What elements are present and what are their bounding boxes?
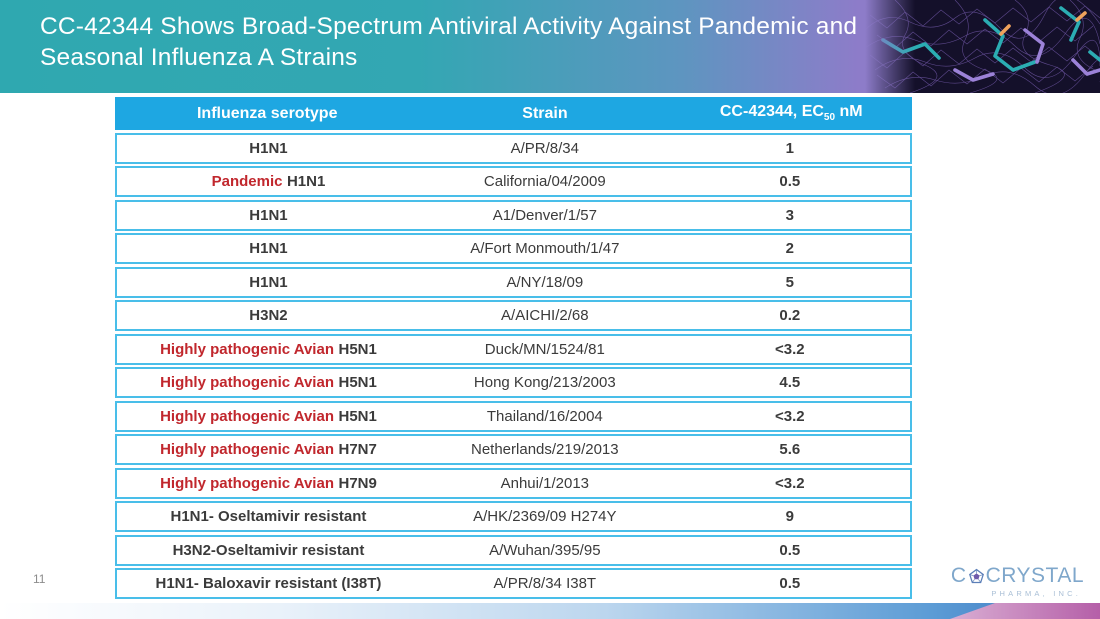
serotype-text: H7N7 [338,441,377,458]
table-row: Pandemic H1N1 California/04/2009 0.5 [115,166,912,197]
table-row: H3N2 A/AICHI/2/68 0.2 [115,300,912,331]
table-row: H1N1 A/Fort Monmouth/1/47 2 [115,233,912,264]
serotype-cell: H1N1 [117,207,420,224]
serotype-highlight: Highly pathogenic Avian [160,441,334,458]
table-row: H1N1 A/PR/8/34 1 [115,132,912,164]
serotype-cell: Highly pathogenic Avian H7N7 [117,441,420,458]
serotype-text: H1N1- Oseltamivir resistant [170,508,367,525]
cocrystal-wordmark: C CRYSTAL [924,564,1084,588]
ec50-cell: 2 [785,240,794,257]
strain-cell: A/HK/2369/09 H274Y [473,508,617,525]
strain-cell: A/PR/8/34 I38T [493,575,597,592]
strain-cell: Thailand/16/2004 [486,407,603,425]
serotype-cell: Highly pathogenic Avian H5N1 [117,374,420,391]
serotype-cell: H1N1- Baloxavir resistant (I38T) [117,575,420,592]
ec50-cell: 0.2 [779,307,801,324]
strain-cell: A1/Denver/1/57 [492,206,597,224]
ec50-cell: <3.2 [775,340,805,358]
serotype-highlight: Highly pathogenic Avian [160,474,334,492]
serotype-text: H5N1 [338,374,377,391]
molecular-structure-image [865,0,1100,93]
strain-cell: Netherlands/219/2013 [471,441,619,458]
serotype-text: H1N1 [249,206,288,224]
serotype-cell: Highly pathogenic Avian H7N9 [117,475,420,492]
logo-subtitle: PHARMA, INC. [991,589,1081,598]
ec50-cell: 0.5 [779,173,801,190]
serotype-cell: Highly pathogenic Avian H5N1 [117,408,420,425]
cocrystal-logo: C CRYSTAL PHARMA, INC. [924,564,1084,598]
strain-cell: California/04/2009 [483,173,606,190]
slide-title-line2: Seasonal Influenza A Strains [40,44,358,71]
ec50-cell: 5.6 [779,441,801,458]
serotype-text: H1N1 [249,139,288,157]
footer-gradient-bar [0,603,1100,619]
serotype-highlight: Highly pathogenic Avian [160,407,334,425]
table-row: Highly pathogenic Avian H7N9 Anhui/1/2013… [115,467,912,499]
ec50-cell: 1 [785,139,794,157]
logo-letters-crystal: CRYSTAL [985,564,1084,587]
ec50-cell: 3 [785,206,794,224]
serotype-text: H1N1 [286,173,326,190]
serotype-text: H3N2-Oseltamivir resistant [172,541,365,559]
strain-cell: Duck/MN/1524/81 [484,340,605,358]
serotype-cell: H1N1 [117,274,420,291]
col-header-ec50: CC-42344, EC50 nM [719,103,863,124]
serotype-highlight: Pandemic [211,173,283,190]
ec50-cell: 4.5 [779,374,801,391]
footer-pink-wedge [950,603,1100,619]
serotype-text: H1N1 [249,240,288,257]
table-row: H1N1- Baloxavir resistant (I38T) A/PR/8/… [115,568,912,599]
strain-cell: A/PR/8/34 [510,139,579,157]
table-row: H1N1 A1/Denver/1/57 3 [115,199,912,231]
serotype-text: H5N1 [338,340,377,358]
serotype-cell: H3N2-Oseltamivir resistant [117,542,420,559]
ec50-cell: 0.5 [779,575,801,592]
table-row: Highly pathogenic Avian H5N1 Hong Kong/21… [115,367,912,398]
table-row: H3N2-Oseltamivir resistant A/Wuhan/395/9… [115,534,912,566]
serotype-cell: H1N1 [117,140,420,157]
ec50-cell: <3.2 [775,407,805,425]
serotype-cell: Pandemic H1N1 [117,173,420,190]
strain-cell: Hong Kong/213/2003 [473,374,616,391]
strain-cell: A/Wuhan/395/95 [489,541,601,559]
slide-title-line1: CC-42344 Shows Broad-Spectrum Antiviral … [40,13,858,40]
logo-letter-c: C [950,564,967,587]
serotype-highlight: Highly pathogenic Avian [160,340,334,358]
ec50-cell: 5 [785,273,794,291]
ec50-cell: <3.2 [775,474,805,492]
col-header-serotype: Influenza serotype [196,104,338,122]
col-header-strain: Strain [522,104,568,122]
table-row: H1N1 A/NY/18/09 5 [115,266,912,298]
serotype-highlight: Highly pathogenic Avian [160,374,334,391]
ec50-cell: 9 [785,508,794,525]
serotype-text: H1N1 [249,273,288,291]
title-banner: CC-42344 Shows Broad-Spectrum Antiviral … [0,0,1100,93]
serotype-text: H5N1 [338,407,377,425]
pentagon-crystal-icon [968,568,984,583]
serotype-cell: H1N1 [117,240,420,257]
ec50-cell: 0.5 [779,541,801,559]
strain-cell: A/NY/18/09 [506,273,584,291]
table-row: Highly pathogenic Avian H7N7 Netherlands/… [115,434,912,465]
strain-cell: A/AICHI/2/68 [501,307,589,324]
table-row: Highly pathogenic Avian H5N1 Duck/MN/1524… [115,333,912,365]
table-row: Highly pathogenic Avian H5N1 Thailand/16/… [115,400,912,432]
serotype-text: H1N1- Baloxavir resistant (I38T) [155,575,382,592]
table-row: H1N1- Oseltamivir resistant A/HK/2369/09… [115,501,912,532]
ec50-table: Influenza serotype Strain CC-42344, EC50… [115,97,912,602]
slide-title: CC-42344 Shows Broad-Spectrum Antiviral … [40,11,857,73]
page-number: 11 [33,572,46,586]
serotype-text: H3N2 [249,307,288,324]
serotype-cell: H1N1- Oseltamivir resistant [117,508,420,525]
serotype-cell: H3N2 [117,307,420,324]
table-header-row: Influenza serotype Strain CC-42344, EC50… [115,97,912,130]
serotype-text: H7N9 [338,474,377,492]
serotype-cell: Highly pathogenic Avian H5N1 [117,341,420,358]
strain-cell: Anhui/1/2013 [500,474,590,492]
strain-cell: A/Fort Monmouth/1/47 [470,240,620,257]
